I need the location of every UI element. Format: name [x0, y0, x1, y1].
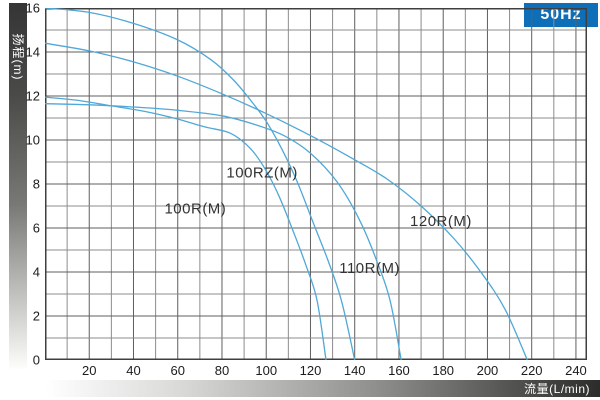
y-tick-label: 0 [32, 352, 40, 368]
x-axis-title: 流量(L/min) [524, 382, 590, 396]
plot-area: 100R(M) 110R(M) 100RZ(M) 120R(M) [45, 8, 587, 360]
y-tick-label: 12 [25, 88, 40, 104]
y-tick-label: 6 [32, 220, 40, 236]
y-tick-label: 10 [25, 132, 40, 148]
x-tick-label: 240 [565, 363, 587, 378]
x-tick-label: 60 [170, 363, 185, 378]
x-tick-label: 200 [476, 363, 499, 378]
curve-label-100R(M): 100R(M) [164, 201, 226, 218]
x-tick-label: 40 [126, 363, 141, 378]
curve-label-120R(M): 120R(M) [410, 213, 472, 230]
y-tick-label: 4 [32, 264, 40, 280]
x-tick-label: 220 [520, 363, 543, 378]
y-tick-label: 14 [25, 44, 40, 60]
y-tick-label: 2 [32, 308, 40, 324]
y-tick-label: 8 [32, 176, 40, 192]
x-tick-label: 160 [388, 363, 410, 378]
x-tick-label: 140 [343, 363, 366, 378]
x-tick-label: 120 [299, 363, 322, 378]
x-tick-label: 100 [255, 363, 278, 378]
curve-120R(M) [45, 42, 528, 360]
curve-label-100RZ(M): 100RZ(M) [226, 164, 298, 181]
y-axis-unit-bar: 扬程(m) [9, 3, 27, 369]
curve-label-110R(M): 110R(M) [339, 260, 400, 277]
x-tick-label: 20 [82, 363, 97, 378]
curve-110R(M) [45, 103, 402, 360]
plot-border [45, 8, 587, 360]
x-axis-unit-bar: 流量(L/min) [46, 380, 600, 397]
x-tick-label: 80 [214, 363, 230, 378]
y-tick-label: 16 [25, 0, 40, 16]
x-tick-label: 180 [432, 363, 455, 378]
curve-100R(M) [45, 96, 327, 360]
